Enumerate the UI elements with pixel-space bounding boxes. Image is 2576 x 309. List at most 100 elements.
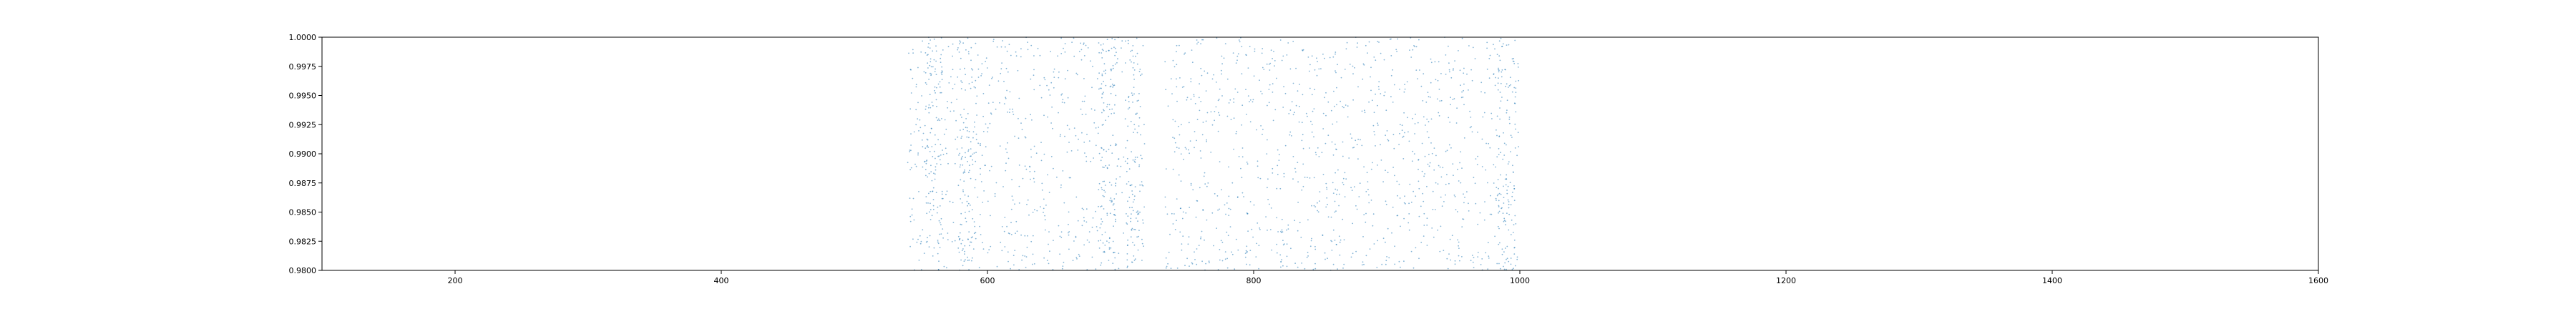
scatter-point [1414, 123, 1416, 124]
scatter-point [1006, 225, 1008, 227]
scatter-point [1412, 150, 1414, 152]
scatter-point [1101, 234, 1103, 235]
scatter-point [1221, 189, 1222, 191]
scatter-point [1373, 243, 1375, 245]
scatter-point [1043, 257, 1045, 259]
scatter-point [1219, 249, 1221, 250]
scatter-point [930, 39, 931, 41]
scatter-point [1498, 205, 1500, 207]
scatter-point [1363, 109, 1365, 112]
scatter-point [927, 144, 928, 147]
y-tick-label: 0.9975 [289, 62, 317, 72]
scatter-point [1380, 93, 1382, 94]
scatter-point [1491, 112, 1493, 114]
scatter-point [1322, 112, 1324, 114]
scatter-point [930, 202, 931, 205]
scatter-point [1123, 156, 1125, 158]
scatter-point [1400, 225, 1401, 227]
scatter-point [947, 101, 948, 102]
scatter-point [1497, 89, 1499, 91]
scatter-point [1276, 243, 1278, 245]
scatter-point [1098, 72, 1100, 74]
scatter-point [958, 52, 960, 53]
scatter-point [1302, 147, 1304, 149]
scatter-point [971, 68, 972, 70]
scatter-point [980, 144, 981, 147]
y-tick-label: 0.9875 [289, 179, 317, 188]
scatter-point [1058, 112, 1059, 114]
scatter-point [1199, 150, 1201, 152]
scatter-point [1057, 55, 1058, 57]
scatter-point [1498, 192, 1501, 195]
scatter-point [1059, 253, 1060, 255]
scatter-point [1081, 207, 1083, 210]
scatter-point [1413, 190, 1414, 192]
scatter-point [1033, 55, 1035, 57]
scatter-point [1267, 178, 1269, 180]
scatter-point [1073, 240, 1075, 242]
scatter-point [1405, 203, 1406, 205]
scatter-point [1106, 167, 1108, 170]
scatter-point [1066, 151, 1068, 153]
scatter-point [941, 70, 943, 72]
scatter-point [1101, 57, 1103, 59]
scatter-point [1463, 83, 1465, 85]
scatter-point [1021, 259, 1023, 261]
scatter-point [1508, 201, 1510, 202]
scatter-point [1294, 112, 1295, 114]
scatter-point [1134, 162, 1136, 163]
scatter-point [1262, 48, 1264, 49]
scatter-point [935, 50, 937, 52]
scatter-point [1262, 134, 1263, 135]
scatter-point [1274, 65, 1275, 67]
scatter-point [1253, 204, 1255, 206]
scatter-point [1412, 117, 1413, 119]
scatter-point [1269, 84, 1271, 86]
scatter-point [965, 127, 967, 129]
scatter-point [1386, 130, 1388, 132]
scatter-point [1114, 47, 1116, 49]
scatter-point [1276, 217, 1278, 219]
scatter-point [1083, 44, 1085, 45]
scatter-point [1325, 92, 1327, 94]
scatter-point [1507, 185, 1509, 187]
scatter-point [1477, 155, 1479, 157]
scatter-point [1008, 44, 1010, 46]
scatter-point [1488, 77, 1491, 79]
scatter-point [1501, 69, 1503, 71]
scatter-point [1515, 80, 1517, 82]
scatter-point [1085, 160, 1088, 162]
scatter-point [931, 146, 933, 147]
scatter-point [968, 165, 970, 167]
scatter-point [1420, 205, 1422, 207]
scatter-point [1130, 217, 1132, 220]
scatter-point [965, 259, 966, 261]
scatter-point [1184, 53, 1185, 55]
scatter-point [1282, 107, 1284, 108]
scatter-point [1033, 74, 1035, 77]
scatter-point [1027, 235, 1028, 237]
scatter-point [1448, 182, 1450, 185]
scatter-point [1503, 268, 1506, 270]
scatter-point [1506, 245, 1508, 247]
scatter-point [1075, 237, 1077, 238]
scatter-point [1124, 62, 1126, 64]
scatter-point [1481, 166, 1483, 167]
scatter-point [1404, 88, 1406, 90]
scatter-point [957, 247, 960, 249]
scatter-point [957, 76, 959, 78]
scatter-point [1133, 93, 1135, 95]
scatter-point [942, 154, 945, 155]
scatter-point [1279, 254, 1282, 256]
scatter-point [1292, 41, 1294, 42]
scatter-point [1053, 87, 1055, 89]
scatter-point [977, 142, 979, 144]
scatter-point [1245, 89, 1246, 90]
scatter-point [1381, 263, 1383, 265]
scatter-point [1336, 193, 1337, 195]
scatter-point [1368, 194, 1370, 196]
scatter-point [1142, 44, 1144, 46]
scatter-point [942, 237, 944, 239]
scatter-point [1227, 235, 1229, 237]
scatter-point [1165, 267, 1167, 269]
